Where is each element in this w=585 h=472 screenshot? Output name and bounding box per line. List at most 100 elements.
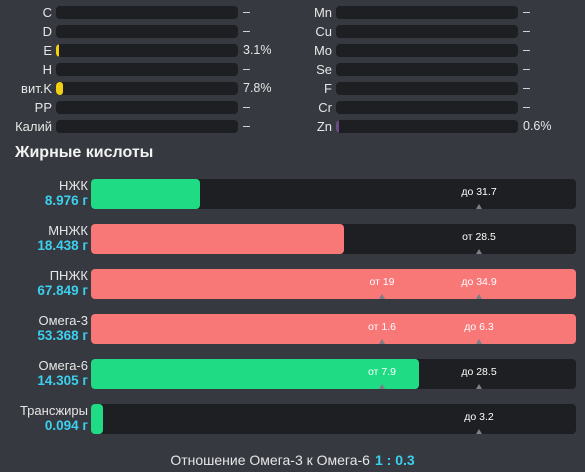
nutrient-label: Cr (318, 99, 332, 115)
fatty-acid-name: Омега-6 (38, 358, 88, 373)
nutrient-bar (56, 5, 238, 19)
nutrient-row: Калий – (0, 116, 250, 136)
fatty-acid-name: МНЖК (48, 223, 88, 238)
fatty-acid-name: Трансжиры (19, 403, 88, 418)
nutrient-bar (56, 100, 238, 114)
nutrient-label: H (42, 61, 52, 77)
fatty-acid-row: МНЖК 18.438 г от 28.5 (0, 223, 585, 257)
nutrient-label: Калий (15, 118, 52, 134)
fatty-acid-row: НЖК 8.976 г до 31.7 (0, 178, 585, 212)
nutrient-row: Zn 0.6% (0, 116, 552, 136)
fatty-acid-row: Омега-3 53.368 г от 1.6 до 6.3 (0, 313, 585, 347)
fatty-acid-name: ПНЖК (49, 268, 88, 283)
nutrient-label: Zn (316, 118, 332, 134)
nutrient-label: PP (34, 99, 52, 115)
nutrient-label: E (43, 42, 52, 58)
range-marker-label: до 28.5 (461, 366, 497, 378)
fatty-acid-name: Омега-3 (38, 313, 88, 328)
nutrient-row: H – (0, 59, 250, 79)
fatty-acid-bar-fill (91, 179, 201, 209)
fatty-acid-amount: 53.368 г (37, 328, 88, 343)
range-marker-label: от 7.9 (368, 366, 396, 378)
fatty-acid-row: ПНЖК 67.849 г от 19 до 34.9 (0, 268, 585, 302)
nutrient-row: Se – (0, 59, 530, 79)
nutrient-value: 7.8% (243, 81, 272, 95)
nutrient-bar (336, 43, 518, 57)
nutrient-label: Mo (313, 42, 332, 58)
omega-ratio-value: 1 : 0.3 (374, 452, 415, 468)
range-marker-label: от 28.5 (462, 231, 496, 243)
nutrient-bar (56, 81, 238, 95)
nutrient-bar (336, 62, 518, 76)
nutrient-value: – (523, 100, 530, 114)
nutrient-bar-fill (336, 119, 339, 133)
fatty-acid-bar: от 7.9 до 28.5 (91, 359, 576, 389)
nutrient-bar (336, 100, 518, 114)
fatty-acid-name: НЖК (59, 178, 88, 193)
nutrient-label: F (324, 80, 332, 96)
nutrient-bar-fill (56, 81, 64, 95)
range-marker-label: до 31.7 (461, 186, 497, 198)
fatty-acid-bar: до 31.7 (91, 179, 576, 209)
nutrient-bar (336, 24, 518, 38)
fatty-acid-bar-fill (91, 269, 576, 299)
fatty-acid-amount: 0.094 г (44, 418, 88, 433)
nutrient-value: – (523, 43, 530, 57)
nutrient-value: – (243, 5, 250, 19)
nutrient-row: F – (0, 78, 530, 98)
nutrient-row: D – (0, 21, 250, 41)
fatty-acid-bar: от 1.6 до 6.3 (91, 314, 576, 344)
range-marker-label: до 34.9 (461, 276, 497, 288)
nutrient-label: D (42, 23, 52, 39)
range-marker-tick (379, 384, 385, 389)
nutrient-value: – (243, 24, 250, 38)
range-marker-label: от 1.6 (368, 321, 396, 333)
nutrient-label: вит.K (21, 80, 52, 96)
nutrient-bar (336, 81, 518, 95)
nutrient-label: C (42, 4, 52, 20)
range-marker-label: до 3.2 (464, 411, 494, 423)
nutrient-row: PP – (0, 97, 250, 117)
range-marker-tick (379, 339, 385, 344)
fatty-acid-row: Трансжиры 0.094 г до 3.2 (0, 403, 585, 437)
nutrient-row: Cu – (0, 21, 530, 41)
nutrient-row: Cr – (0, 97, 530, 117)
nutrient-value: – (523, 5, 530, 19)
nutrient-label: Mn (313, 4, 332, 20)
nutrient-label: Cu (315, 23, 332, 39)
nutrient-bar (56, 119, 238, 133)
section-title-fatty-acids: Жирные кислоты (15, 144, 154, 161)
nutrient-value: – (243, 62, 250, 76)
nutrient-bar (336, 5, 518, 19)
nutrient-value: 0.6% (523, 119, 552, 133)
nutrient-value: – (243, 100, 250, 114)
nutrient-row: Mn – (0, 2, 530, 22)
nutrient-value: – (523, 24, 530, 38)
fatty-acid-bar-fill (91, 404, 104, 434)
nutrient-row: C – (0, 2, 250, 22)
fatty-acid-amount: 18.438 г (37, 238, 88, 253)
fatty-acid-amount: 8.976 г (44, 193, 88, 208)
range-marker-tick (476, 429, 482, 434)
nutrient-value: – (523, 81, 530, 95)
range-marker-tick (476, 249, 482, 254)
omega-ratio-label: Отношение Омега-3 к Омега-6 (170, 452, 370, 468)
nutrient-value: – (243, 119, 250, 133)
fatty-acid-bar-fill (91, 314, 576, 344)
nutrient-row: Mo – (0, 40, 530, 60)
nutrient-value: 3.1% (243, 43, 272, 57)
range-marker-tick (476, 204, 482, 209)
nutrient-value: – (523, 62, 530, 76)
nutrient-bar (336, 119, 518, 133)
fatty-acid-bar: до 3.2 (91, 404, 576, 434)
nutrient-bar-fill (56, 43, 59, 57)
fatty-acid-amount: 14.305 г (37, 373, 88, 388)
fatty-acid-amount: 67.849 г (37, 283, 88, 298)
range-marker-tick (379, 294, 385, 299)
fatty-acid-bar: от 28.5 (91, 224, 576, 254)
omega-ratio: Отношение Омега-3 к Омега-6 1 : 0.3 (0, 452, 585, 468)
fatty-acid-bar: от 19 до 34.9 (91, 269, 576, 299)
nutrient-bar (56, 62, 238, 76)
nutrient-row: E 3.1% (0, 40, 272, 60)
range-marker-label: до 6.3 (464, 321, 494, 333)
